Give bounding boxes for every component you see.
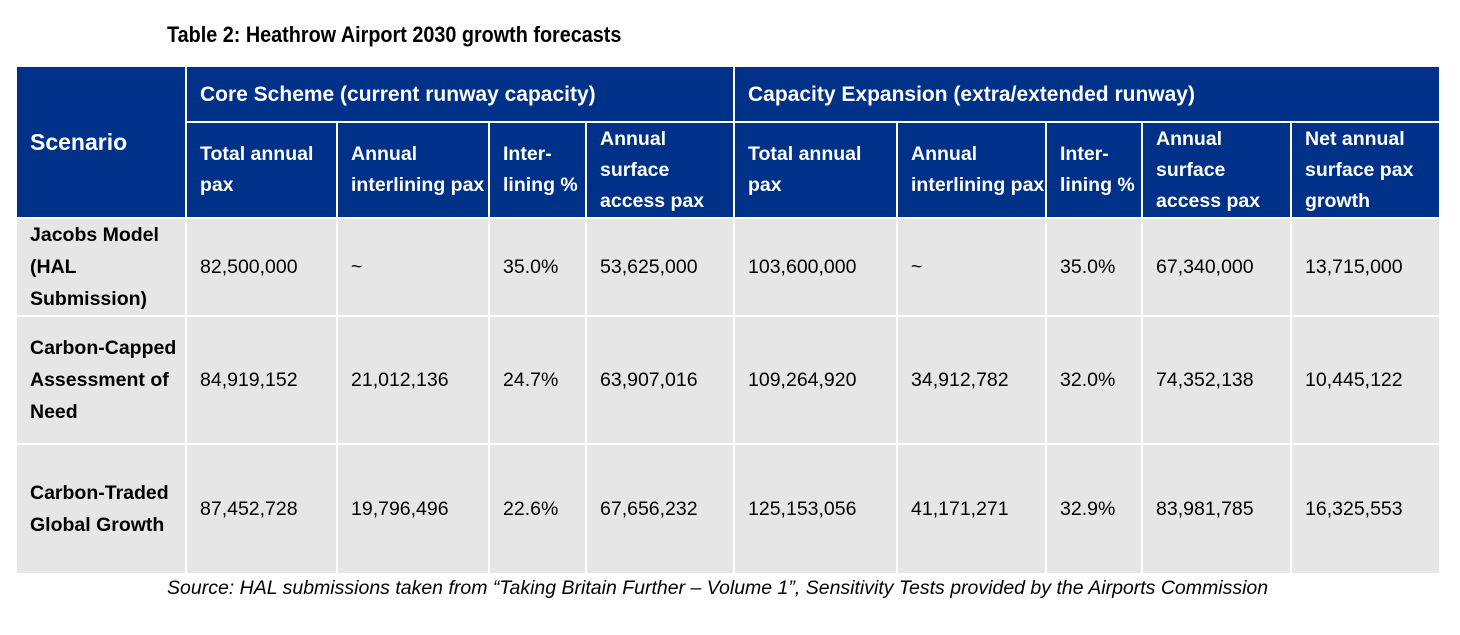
table-cell: ~: [336, 217, 490, 317]
scenario-name: Carbon-Traded Global Growth: [15, 443, 187, 575]
table-cell: 34,912,782: [896, 315, 1048, 445]
column-header: Annual interlining pax: [336, 121, 490, 219]
column-header: Total annual pax: [185, 121, 338, 219]
table-cell: 82,500,000: [185, 217, 338, 317]
scenario-name: Carbon-Capped Assessment of Need: [15, 315, 187, 445]
table-cell: 67,340,000: [1141, 217, 1293, 317]
table-cell: 83,981,785: [1141, 443, 1293, 575]
table-cell: 24.7%: [488, 315, 587, 445]
table-row: Jacobs Model (HAL Submission) 82,500,000 ~…: [15, 217, 1442, 317]
column-header-row: Total annual pax Annual interlining pax In…: [16, 121, 1442, 219]
table-cell: 13,715,000: [1290, 217, 1442, 317]
table-cell: 21,012,136: [336, 315, 490, 445]
table-cell: ~: [896, 217, 1048, 317]
column-header: Annual surface access pax: [1141, 121, 1293, 219]
table-cell: 103,600,000: [733, 217, 899, 317]
group-header-expansion: Capacity Expansion (extra/extended runwa…: [733, 65, 1442, 123]
table-cell: 84,919,152: [185, 315, 338, 445]
source-note: Source: HAL submissions taken from “Taki…: [167, 577, 1269, 599]
table-cell: 53,625,000: [584, 217, 736, 317]
column-header: Inter-lining %: [488, 121, 587, 219]
group-header-core: Core Scheme (current runway capacity): [184, 65, 736, 123]
forecast-table: Scenario Core Scheme (current runway cap…: [15, 65, 1442, 575]
table-cell: 63,907,016: [584, 315, 736, 445]
table-cell: 10,445,122: [1290, 315, 1442, 445]
table-cell: 125,153,056: [733, 443, 899, 575]
table-cell: 109,264,920: [733, 315, 899, 445]
column-header: Total annual pax: [733, 121, 899, 219]
table-cell: 16,325,553: [1290, 443, 1442, 575]
table-row: Carbon-Capped Assessment of Need 84,919,1…: [15, 315, 1442, 445]
table-cell: 74,352,138: [1141, 315, 1293, 445]
table-cell: 87,452,728: [185, 443, 338, 575]
table-cell: 67,656,232: [584, 443, 736, 575]
table-cell: 35.0%: [1045, 217, 1144, 317]
table-cell: 32.9%: [1045, 443, 1144, 575]
column-header: Net annual surface pax growth: [1290, 121, 1442, 219]
table-cell: 32.0%: [1045, 315, 1144, 445]
table-cell: 22.6%: [488, 443, 587, 575]
table-cell: 41,171,271: [896, 443, 1048, 575]
table-cell: 19,796,496: [336, 443, 490, 575]
table-cell: 35.0%: [488, 217, 587, 317]
scenario-name: Jacobs Model (HAL Submission): [15, 217, 187, 317]
group-header-row: Scenario Core Scheme (current runway cap…: [15, 65, 1442, 219]
column-header: Annual surface access pax: [584, 121, 736, 219]
table-row: Carbon-Traded Global Growth 87,452,728 19,…: [15, 443, 1442, 575]
column-header: Inter-lining %: [1045, 121, 1144, 219]
table-title: Table 2: Heathrow Airport 2030 growth fo…: [167, 22, 622, 47]
column-header: Annual interlining pax: [896, 121, 1048, 219]
scenario-header: Scenario: [15, 65, 187, 219]
